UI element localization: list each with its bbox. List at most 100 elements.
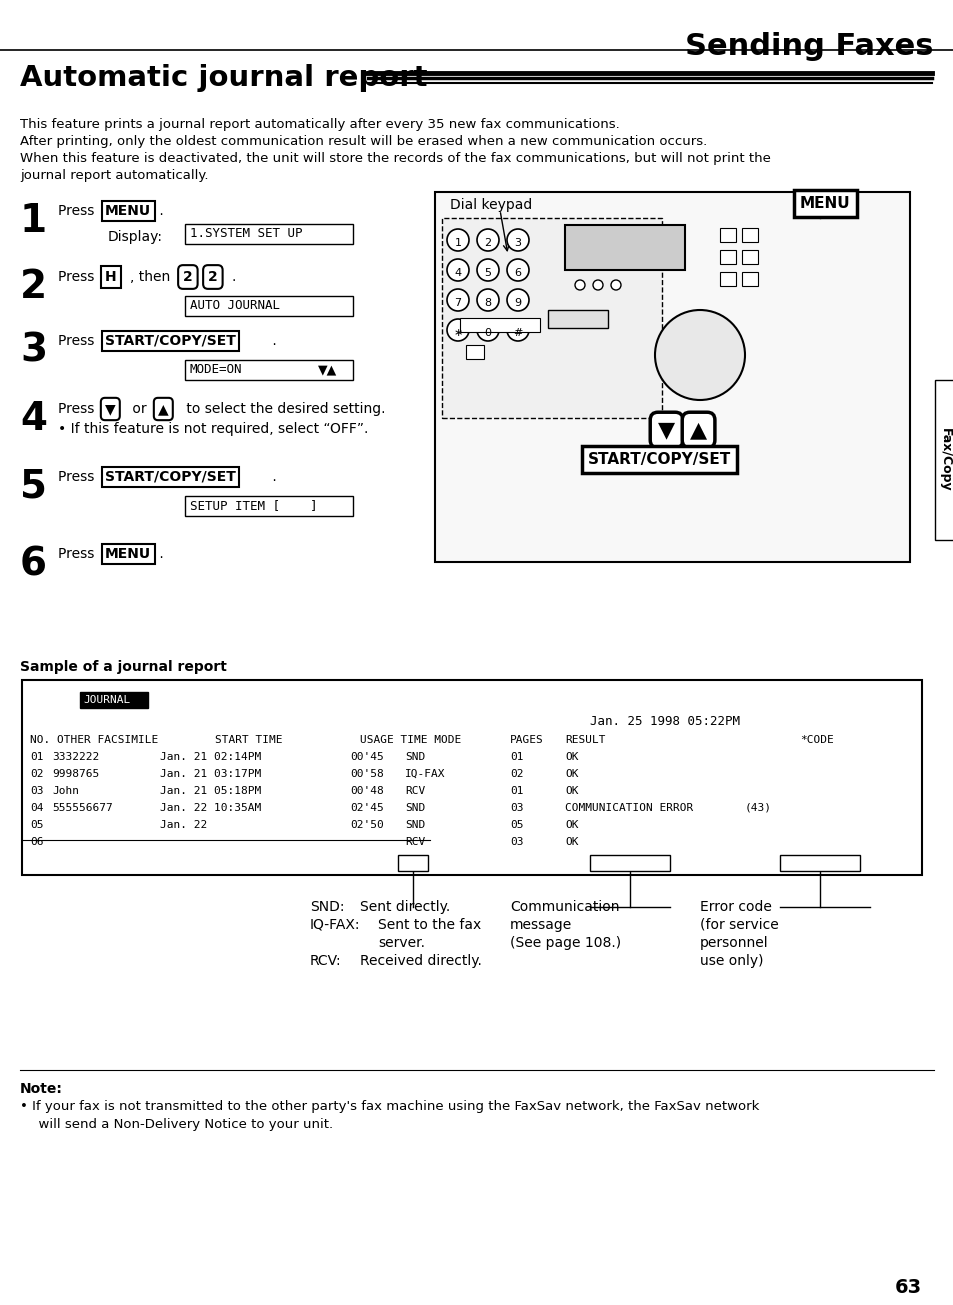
Text: 5: 5 bbox=[20, 468, 47, 506]
Text: Jan. 21 05:18PM: Jan. 21 05:18PM bbox=[160, 786, 261, 796]
Bar bbox=[780, 855, 859, 870]
Text: Press: Press bbox=[58, 334, 99, 348]
Text: 6: 6 bbox=[514, 268, 521, 278]
Text: ▼▲: ▼▲ bbox=[317, 363, 337, 376]
Text: .: . bbox=[154, 204, 164, 218]
Text: This feature prints a journal report automatically after every 35 new fax commun: This feature prints a journal report aut… bbox=[20, 117, 619, 130]
Text: RCV: RCV bbox=[405, 837, 425, 847]
Text: 00'45: 00'45 bbox=[350, 752, 383, 762]
Text: MENU: MENU bbox=[105, 204, 151, 218]
Bar bbox=[720, 271, 735, 286]
Text: server.: server. bbox=[377, 936, 424, 950]
Text: PAGES: PAGES bbox=[510, 735, 543, 745]
Text: 00'48: 00'48 bbox=[350, 786, 383, 796]
Text: Received directly.: Received directly. bbox=[359, 954, 481, 968]
Text: Press: Press bbox=[58, 547, 99, 561]
Text: *CODE: *CODE bbox=[800, 735, 833, 745]
Text: SETUP ITEM [    ]: SETUP ITEM [ ] bbox=[190, 499, 317, 512]
Text: 7: 7 bbox=[454, 298, 461, 308]
Bar bbox=[589, 855, 669, 870]
Text: personnel: personnel bbox=[700, 936, 768, 950]
Bar bbox=[185, 496, 353, 515]
Circle shape bbox=[593, 281, 602, 290]
Text: 9998765: 9998765 bbox=[52, 769, 99, 779]
Circle shape bbox=[655, 311, 744, 401]
Text: 555556677: 555556677 bbox=[52, 803, 112, 813]
Text: MODE=ON: MODE=ON bbox=[190, 363, 242, 376]
Text: ▲: ▲ bbox=[158, 402, 169, 416]
Text: .: . bbox=[268, 334, 276, 348]
Circle shape bbox=[476, 288, 498, 311]
Text: 01: 01 bbox=[510, 786, 523, 796]
Text: Jan. 22: Jan. 22 bbox=[160, 820, 207, 830]
Text: USAGE TIME MODE: USAGE TIME MODE bbox=[359, 735, 460, 745]
Text: 02: 02 bbox=[510, 769, 523, 779]
Text: 1: 1 bbox=[454, 238, 461, 248]
Text: 01: 01 bbox=[510, 752, 523, 762]
Text: .: . bbox=[154, 547, 164, 561]
Circle shape bbox=[610, 281, 620, 290]
Text: Sending Faxes: Sending Faxes bbox=[685, 33, 933, 61]
Bar bbox=[185, 296, 353, 316]
Bar bbox=[741, 251, 758, 264]
Text: (for service: (for service bbox=[700, 917, 778, 932]
Bar bbox=[441, 218, 661, 418]
Text: 4: 4 bbox=[20, 401, 47, 438]
Bar bbox=[80, 692, 148, 709]
Text: Jan. 22 10:35AM: Jan. 22 10:35AM bbox=[160, 803, 261, 813]
Text: 3: 3 bbox=[514, 238, 521, 248]
Text: 1: 1 bbox=[20, 202, 47, 240]
Text: MENU: MENU bbox=[105, 547, 151, 561]
Bar bbox=[720, 251, 735, 264]
Circle shape bbox=[476, 258, 498, 281]
Text: Communication: Communication bbox=[510, 900, 618, 914]
Bar bbox=[22, 680, 921, 874]
Text: SND: SND bbox=[405, 820, 425, 830]
Text: Error code: Error code bbox=[700, 900, 771, 914]
Text: Press: Press bbox=[58, 204, 99, 218]
Text: OK: OK bbox=[564, 837, 578, 847]
Text: NO. OTHER FACSIMILE: NO. OTHER FACSIMILE bbox=[30, 735, 158, 745]
Text: 2: 2 bbox=[183, 270, 193, 284]
Text: 3332222: 3332222 bbox=[52, 752, 99, 762]
Text: 1.SYSTEM SET UP: 1.SYSTEM SET UP bbox=[190, 227, 302, 240]
Text: 03: 03 bbox=[510, 803, 523, 813]
Text: OK: OK bbox=[564, 786, 578, 796]
Text: 4: 4 bbox=[454, 268, 461, 278]
Text: Fax/Copy: Fax/Copy bbox=[938, 428, 950, 492]
Circle shape bbox=[575, 281, 584, 290]
Text: 03: 03 bbox=[30, 786, 44, 796]
Bar bbox=[564, 224, 684, 270]
Text: After printing, only the oldest communication result will be erased when a new c: After printing, only the oldest communic… bbox=[20, 134, 706, 147]
Text: , then: , then bbox=[130, 270, 174, 284]
Text: Automatic journal report: Automatic journal report bbox=[20, 64, 427, 91]
Circle shape bbox=[447, 258, 469, 281]
Text: RCV: RCV bbox=[405, 786, 425, 796]
Text: 2: 2 bbox=[20, 268, 47, 305]
Text: Press: Press bbox=[58, 270, 99, 284]
Text: • If your fax is not transmitted to the other party's fax machine using the FaxS: • If your fax is not transmitted to the … bbox=[20, 1100, 759, 1113]
Bar bbox=[435, 192, 909, 562]
Bar bbox=[934, 380, 953, 540]
Text: IQ-FAX:: IQ-FAX: bbox=[310, 917, 360, 932]
Text: Jan. 21 03:17PM: Jan. 21 03:17PM bbox=[160, 769, 261, 779]
Text: Sent directly.: Sent directly. bbox=[359, 900, 450, 914]
Text: Note:: Note: bbox=[20, 1082, 63, 1096]
Text: SND: SND bbox=[405, 803, 425, 813]
Text: START/COPY/SET: START/COPY/SET bbox=[105, 334, 235, 348]
Text: 2: 2 bbox=[208, 270, 217, 284]
Text: ∗: ∗ bbox=[453, 328, 462, 338]
Text: OK: OK bbox=[564, 752, 578, 762]
Circle shape bbox=[447, 228, 469, 251]
Text: 00'58: 00'58 bbox=[350, 769, 383, 779]
Bar bbox=[185, 360, 353, 380]
Text: 04: 04 bbox=[30, 803, 44, 813]
Text: John: John bbox=[52, 786, 79, 796]
Text: 02'50: 02'50 bbox=[350, 820, 383, 830]
Bar bbox=[185, 224, 353, 244]
Circle shape bbox=[506, 258, 529, 281]
Text: (43): (43) bbox=[744, 803, 771, 813]
Circle shape bbox=[506, 228, 529, 251]
Text: COMMUNICATION ERROR: COMMUNICATION ERROR bbox=[564, 803, 693, 813]
Bar bbox=[465, 345, 483, 359]
